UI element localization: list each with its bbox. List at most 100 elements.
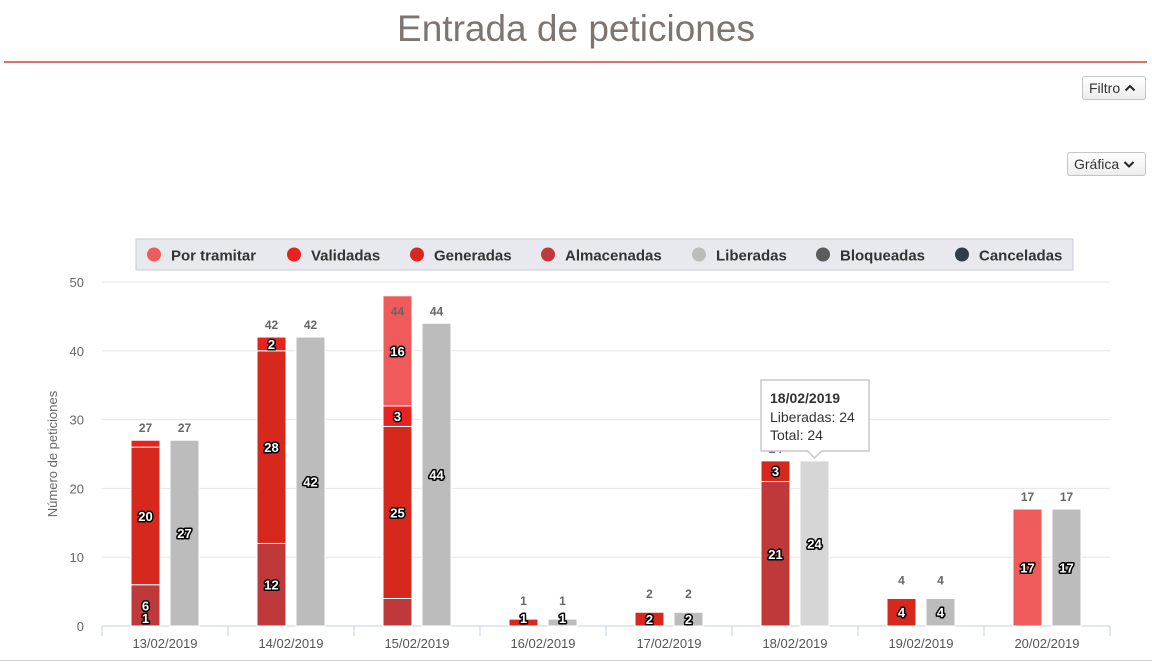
bar-segment[interactable] [547, 618, 578, 627]
bar-data-label: 12 [264, 578, 278, 593]
x-tick-label: 18/02/2019 [762, 636, 827, 651]
legend-marker-icon[interactable] [541, 247, 555, 262]
bar-segment[interactable] [256, 336, 287, 352]
bar-segment[interactable] [799, 460, 830, 627]
legend-item-label: Bloqueadas [840, 248, 925, 265]
bar-segment[interactable] [925, 597, 956, 627]
legend-item-label: Liberadas [716, 248, 787, 265]
page-title: Entrada de peticiones [397, 8, 755, 49]
y-tick-label: 20 [70, 481, 84, 496]
filter-button[interactable]: Filtro [1082, 76, 1146, 100]
stack-total-label: 17 [1060, 490, 1074, 504]
stack-total-label: 1 [559, 594, 566, 608]
stack-total-label: 44 [391, 304, 405, 318]
bar-data-label: 2 [685, 612, 692, 627]
stack-total-label: 42 [304, 318, 318, 332]
bar-data-label: 17 [1059, 561, 1073, 576]
stack-total-label: 4 [898, 573, 905, 587]
title-divider [4, 61, 1147, 63]
legend-marker-icon[interactable] [147, 247, 161, 262]
bar-segment[interactable] [382, 295, 413, 407]
bar-segment[interactable] [1051, 508, 1082, 627]
bar-data-label: 25 [390, 505, 404, 520]
legend-marker-icon[interactable] [955, 247, 969, 262]
legend-marker-icon[interactable] [692, 247, 706, 262]
legend-marker-icon[interactable] [287, 247, 301, 262]
y-tick-label: 50 [70, 275, 84, 290]
legend-item-label: Por tramitar [171, 248, 256, 265]
legend-marker-icon[interactable] [816, 247, 830, 262]
y-axis-title: Número de peticiones [45, 390, 60, 517]
chevron-up-icon [1124, 83, 1136, 93]
bar-data-label: 16 [390, 344, 404, 359]
stack-total-label: 2 [646, 587, 653, 601]
stack-total-label: 2 [685, 587, 692, 601]
x-tick-label: 20/02/2019 [1014, 636, 1079, 651]
y-tick-label: 30 [70, 413, 84, 428]
bar-segment[interactable] [256, 542, 287, 627]
legend-item-label: Validadas [311, 248, 380, 265]
legend-item-label: Canceladas [979, 248, 1062, 265]
bar-segment[interactable] [130, 446, 161, 586]
bar-segment[interactable] [1012, 508, 1043, 627]
bar-segment[interactable] [256, 350, 287, 544]
bar-data-label: 2 [268, 337, 275, 352]
tooltip-line: Liberadas: 24 [770, 409, 855, 425]
bar-data-label: 27 [177, 526, 191, 541]
stack-total-label: 44 [430, 304, 444, 318]
bar-segment[interactable] [886, 597, 917, 627]
tooltip [760, 379, 870, 460]
bar-data-label: 24 [807, 536, 822, 551]
bar-segment[interactable] [634, 611, 665, 627]
chevron-down-icon [1123, 159, 1135, 169]
bottom-divider [0, 660, 1152, 661]
legend-marker-icon[interactable] [410, 247, 424, 262]
bar-data-label: 6 [142, 598, 149, 613]
bar-segment[interactable] [508, 618, 539, 627]
chart-button-label: Gráfica [1074, 156, 1120, 172]
x-tick-label: 19/02/2019 [888, 636, 953, 651]
filter-button-label: Filtro [1089, 80, 1121, 96]
bar-segment[interactable] [673, 611, 704, 627]
x-tick-label: 15/02/2019 [384, 636, 449, 651]
stack-total-label: 27 [178, 421, 192, 435]
chart-toggle-button[interactable]: Gráfica [1067, 152, 1146, 176]
bar-segment[interactable] [382, 425, 413, 599]
bar-data-label: 44 [429, 468, 444, 483]
bar-segment[interactable] [130, 439, 161, 448]
stack-total-label: 27 [139, 421, 153, 435]
bar-segment[interactable] [760, 460, 791, 483]
bar-data-label: 20 [138, 509, 152, 524]
bar-segment[interactable] [382, 597, 413, 627]
bar-data-label: 4 [898, 605, 906, 620]
x-tick-label: 16/02/2019 [510, 636, 575, 651]
legend-item-label: Generadas [434, 248, 512, 265]
tooltip-line: Total: 24 [770, 427, 823, 443]
tooltip-title: 18/02/2019 [770, 390, 840, 406]
bar-segment[interactable] [295, 336, 326, 627]
stacked-bar-chart: 0 10 20 30 40 50 Número de peticiones 13/02/201… [45, 238, 1111, 651]
y-tick-label: 0 [77, 619, 84, 634]
stack-total-label: 42 [265, 318, 279, 332]
legend-item-label: Almacenadas [565, 248, 662, 265]
bar-data-label: 2 [646, 612, 653, 627]
bar-segment[interactable] [760, 481, 791, 627]
stack-total-label: 1 [520, 594, 527, 608]
y-tick-label: 10 [70, 550, 84, 565]
x-tick-label: 17/02/2019 [636, 636, 701, 651]
bar-data-label: 1 [559, 611, 566, 626]
bar-data-label: 1 [142, 611, 149, 626]
bar-data-label: 3 [772, 464, 779, 479]
bar-data-label: 3 [394, 409, 401, 424]
bar-segment[interactable] [421, 322, 452, 627]
bar-data-label: 1 [520, 611, 527, 626]
bar-segment[interactable] [130, 584, 161, 627]
y-tick-label: 40 [70, 344, 84, 359]
x-tick-label: 13/02/2019 [132, 636, 197, 651]
bar-data-label: 4 [937, 605, 945, 620]
bar-data-label: 28 [264, 440, 278, 455]
bar-data-label: 17 [1020, 561, 1034, 576]
bar-segment[interactable] [169, 439, 200, 627]
bar-data-label: 42 [303, 475, 317, 490]
bar-data-label: 21 [768, 547, 782, 562]
